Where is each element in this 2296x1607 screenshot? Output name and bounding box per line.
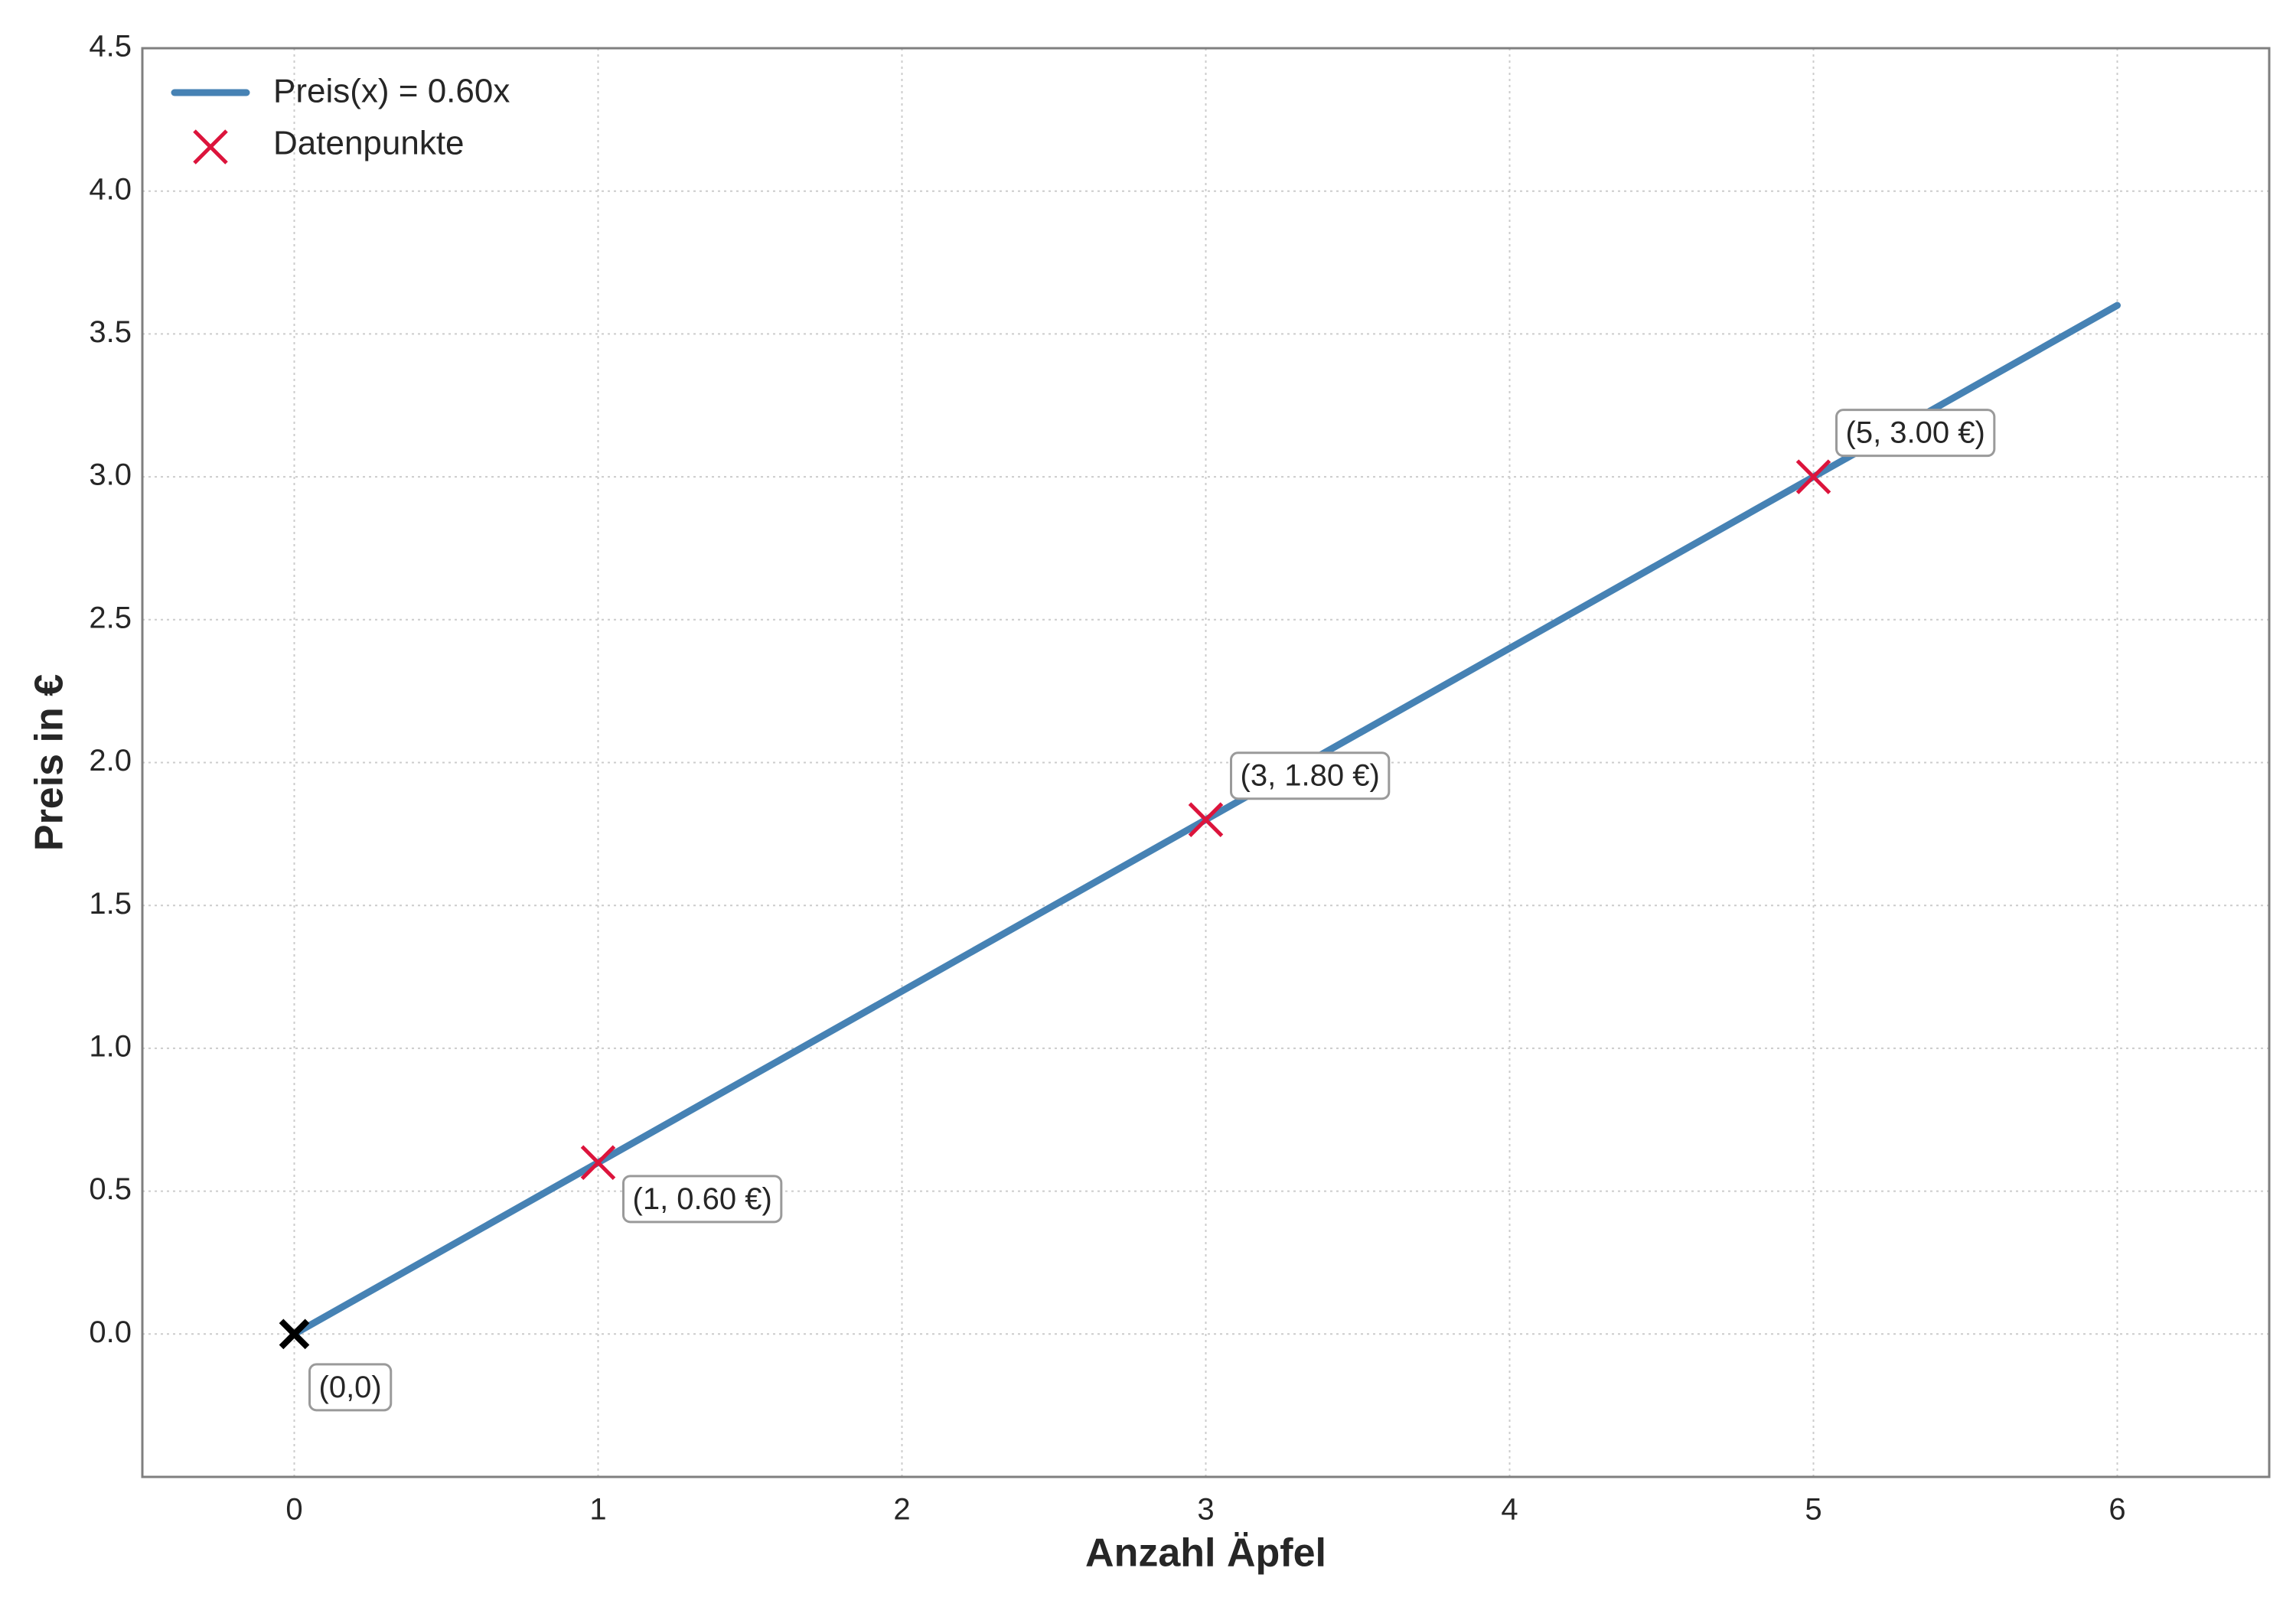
y-tick-label: 4.0	[89, 172, 132, 206]
origin-marker	[279, 1319, 310, 1350]
annotation-text: (5, 3.00 €)	[1846, 416, 1985, 450]
legend-entry-line: Preis(x) = 0.60x	[273, 73, 510, 110]
x-axis-title: Anzahl Äpfel	[1085, 1531, 1326, 1576]
x-tick-label: 1	[589, 1493, 606, 1527]
y-tick-label: 2.0	[89, 744, 132, 777]
plot-frame	[141, 47, 2271, 1478]
x-tick-label: 6	[2108, 1493, 2125, 1527]
y-tick-label: 0.5	[89, 1172, 132, 1206]
annotation-box	[622, 1175, 783, 1224]
x-tick-label: 3	[1197, 1493, 1214, 1527]
data-point-marker	[580, 1145, 616, 1181]
legend-x-icon-stroke-b	[193, 129, 228, 165]
y-tick-label: 1.5	[89, 887, 132, 921]
data-point-marker-stroke-b	[580, 1145, 616, 1181]
origin-marker-stroke-b	[279, 1319, 310, 1350]
x-tick-label: 0	[285, 1493, 302, 1527]
y-tick-label: 3.5	[89, 315, 132, 349]
legend-marker-swatch	[193, 129, 228, 165]
data-point-marker	[1795, 459, 1831, 494]
x-tick-label: 2	[893, 1493, 910, 1527]
x-tick-label: 4	[1501, 1493, 1518, 1527]
annotation-label: (3, 1.80 €)	[1230, 751, 1391, 800]
legend-x-icon	[193, 129, 228, 165]
y-tick-label: 0.0	[89, 1315, 132, 1349]
y-tick-label: 4.5	[89, 30, 132, 64]
y-tick-label: 1.0	[89, 1029, 132, 1063]
annotation-text: (0,0)	[319, 1371, 382, 1404]
y-axis-title: Preis in €	[28, 674, 72, 851]
annotation-box	[1230, 751, 1391, 800]
annotation-box	[1835, 409, 1996, 458]
annotation-label: (5, 3.00 €)	[1835, 409, 1996, 458]
axis-ticks: 0 1 2 3 4 5 6 0.0 0.5 1.0 1.5 2.0 2.5 3.0 3.5 4.0 4.5	[89, 30, 2125, 1527]
legend-entry-points: Datenpunkte	[273, 125, 465, 162]
data-point-marker-stroke-b	[1188, 802, 1224, 837]
data-point-marker	[1188, 802, 1224, 837]
x-tick-label: 5	[1805, 1493, 1821, 1527]
y-tick-label: 3.0	[89, 458, 132, 492]
plot-area: (0,0) (1, 0.60 €) (3, 1.80 €) (5, 3.00 €)	[279, 302, 2121, 1412]
annotation-box	[308, 1363, 393, 1412]
annotation-label: (0,0)	[308, 1363, 393, 1412]
legend: Preis(x) = 0.60x Datenpunkte	[171, 73, 510, 165]
annotation-text: (3, 1.80 €)	[1241, 759, 1380, 793]
annotation-text: (1, 0.60 €)	[633, 1182, 772, 1216]
y-tick-label: 2.5	[89, 601, 132, 634]
data-point-marker-stroke-b	[1795, 459, 1831, 494]
annotation-label: (1, 0.60 €)	[622, 1175, 783, 1224]
